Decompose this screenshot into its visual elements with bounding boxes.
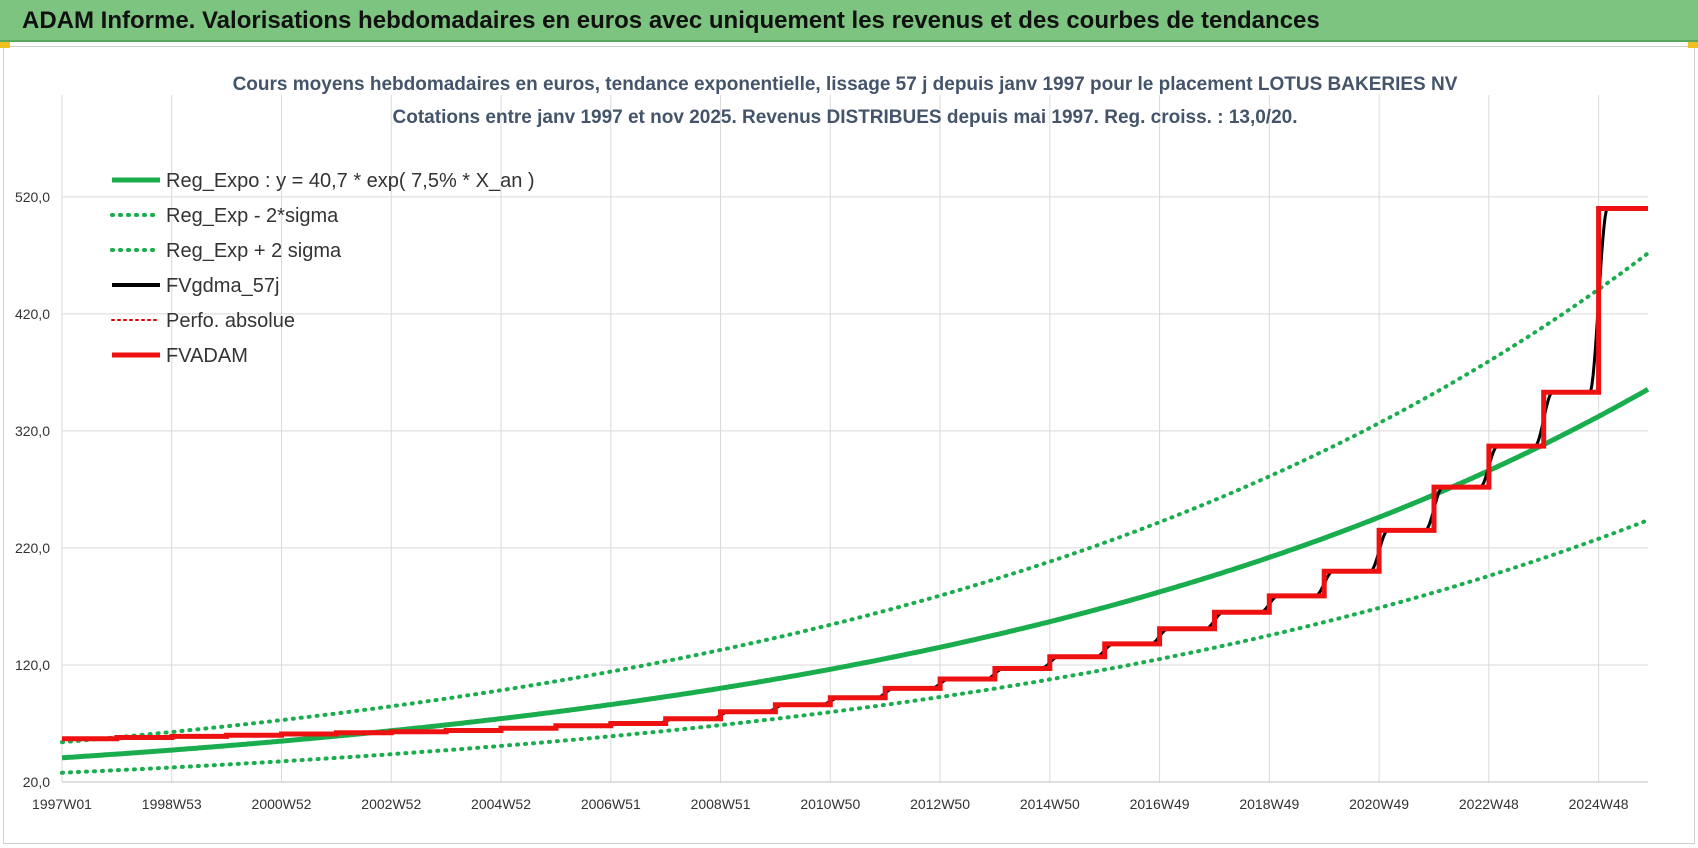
- x-tick-label: 2000W52: [252, 796, 312, 812]
- frame-corner-right: [1688, 42, 1698, 48]
- x-tick-label: 2006W51: [581, 796, 641, 812]
- y-axis-labels: 20,0 120,0 220,0 320,0 420,0 520,0: [15, 189, 50, 790]
- y-tick-label: 420,0: [15, 306, 50, 322]
- y-tick-label: 220,0: [15, 540, 50, 556]
- y-tick-label: 120,0: [15, 657, 50, 673]
- chart-subtitle: Cotations entre janv 1997 et nov 2025. R…: [393, 107, 1298, 128]
- y-tick-label: 520,0: [15, 189, 50, 205]
- legend-label: Reg_Exp + 2 sigma: [166, 240, 342, 262]
- x-tick-label: 2024W48: [1569, 796, 1629, 812]
- x-tick-label: 2022W48: [1459, 796, 1519, 812]
- report-banner: ADAM Informe. Valorisations hebdomadaire…: [0, 0, 1698, 42]
- x-tick-label: 1998W53: [142, 796, 202, 812]
- series-fvadam: [61, 206, 1648, 742]
- legend: Reg_Expo : y = 40,7 * exp( 7,5% * X_an )…: [110, 170, 535, 367]
- legend-label: Reg_Exp - 2*sigma: [166, 205, 339, 227]
- report-title: ADAM Informe. Valorisations hebdomadaire…: [22, 7, 1320, 34]
- legend-label: FVADAM: [166, 345, 248, 367]
- series-reg-exp-plus-2sigma: [60, 251, 1650, 745]
- frame-corner-left: [0, 42, 10, 48]
- series-reg-exp-minus-2sigma: [60, 518, 1650, 775]
- x-tick-label: 2020W49: [1349, 796, 1409, 812]
- x-tick-label: 2012W50: [910, 796, 970, 812]
- x-tick-label: 2004W52: [471, 796, 531, 812]
- x-tick-label: 2016W49: [1130, 796, 1190, 812]
- legend-label: FVgdma_57j: [166, 275, 279, 297]
- chart-title: Cours moyens hebdomadaires en euros, ten…: [233, 74, 1458, 95]
- x-tick-label: 2014W50: [1020, 796, 1080, 812]
- x-tick-label: 2018W49: [1239, 796, 1299, 812]
- x-tick-label: 2008W51: [691, 796, 751, 812]
- legend-label: Reg_Expo : y = 40,7 * exp( 7,5% * X_an ): [166, 170, 535, 192]
- y-tick-label: 320,0: [15, 423, 50, 439]
- series-group: [60, 206, 1650, 775]
- x-tick-label: 1997W01: [32, 796, 92, 812]
- series-reg-expo: [61, 387, 1650, 761]
- legend-label: Perfo. absolue: [166, 310, 295, 332]
- grid-lines: [61, 95, 1648, 783]
- series-fvgdma-57j: [62, 207, 1648, 741]
- y-tick-label: 20,0: [23, 774, 50, 790]
- x-axis-labels: 1997W01 1998W53 2000W52 2002W52 2004W52 2006W…: [32, 796, 1629, 812]
- x-tick-label: 2002W52: [361, 796, 421, 812]
- chart-frame: [3, 46, 1695, 844]
- x-tick-label: 2010W50: [800, 796, 860, 812]
